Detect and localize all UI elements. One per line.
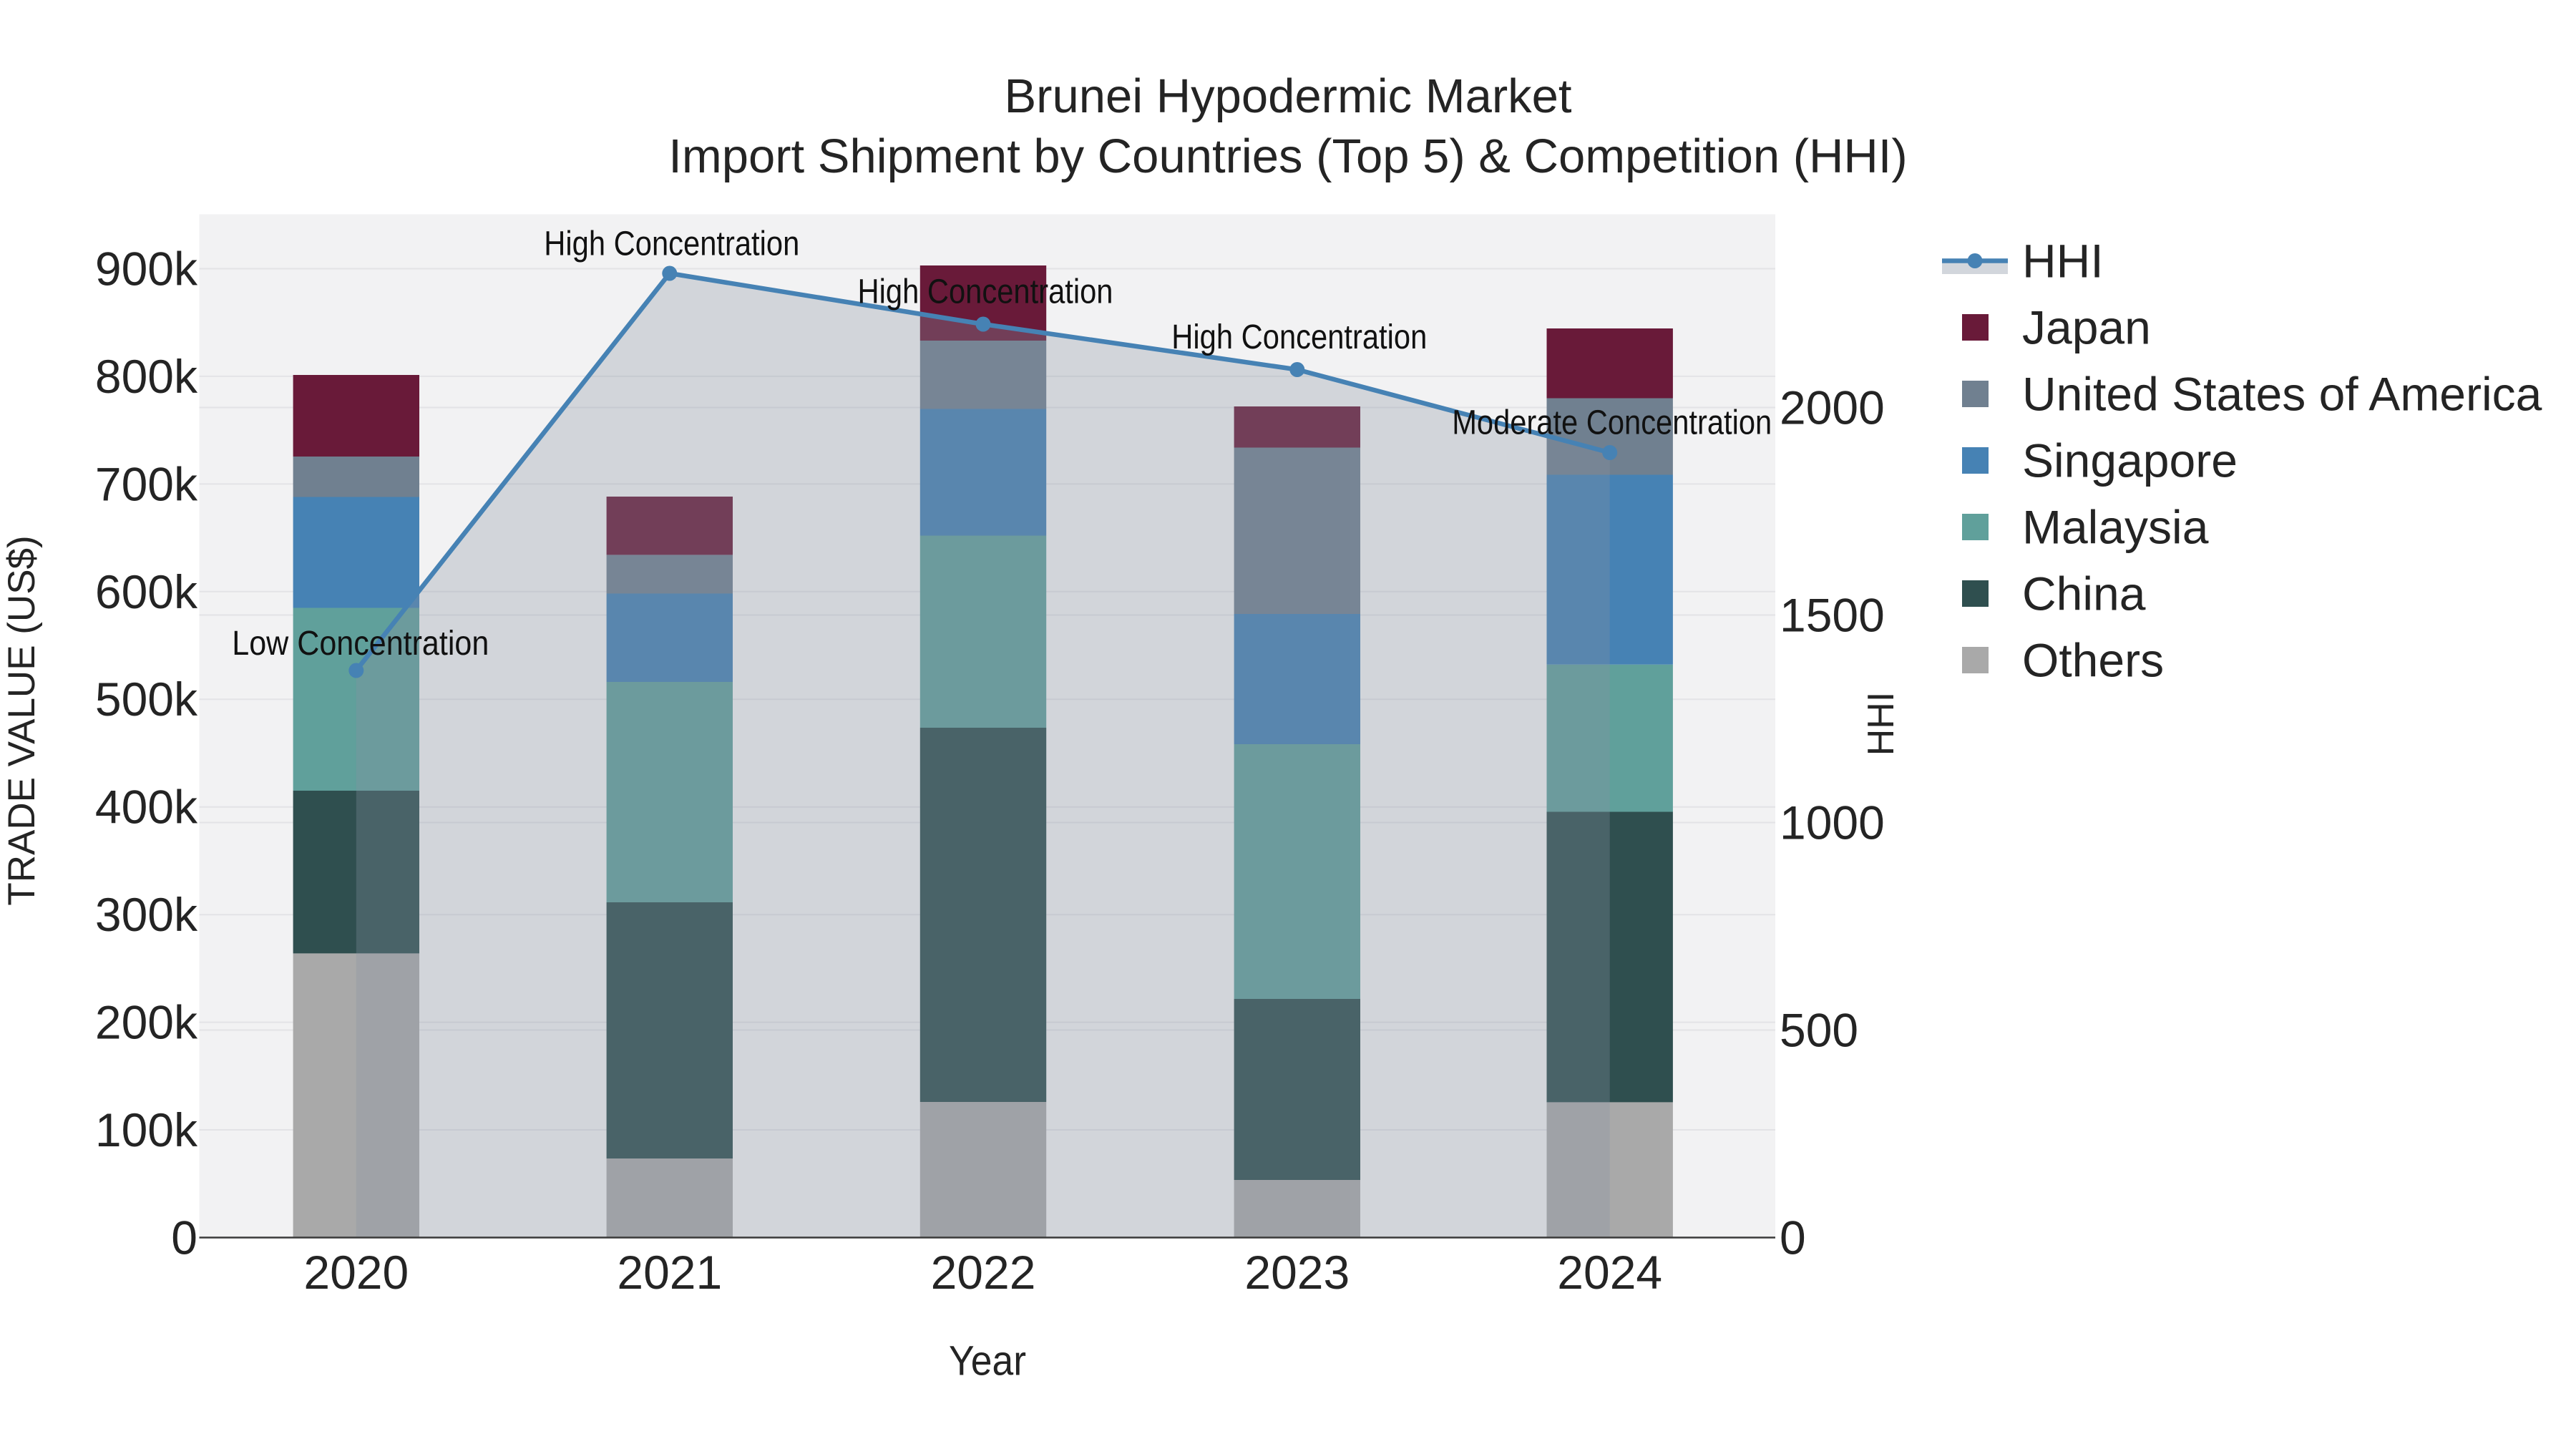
svg-text:2023: 2023 [1244,1246,1350,1299]
svg-text:High Concentration: High Concentration [1171,318,1427,356]
svg-text:1500: 1500 [1780,589,1885,642]
svg-text:0: 0 [1780,1211,1806,1264]
svg-text:2022: 2022 [931,1246,1036,1299]
svg-text:Japan: Japan [2022,301,2151,354]
svg-text:Low Concentration: Low Concentration [232,625,489,663]
svg-text:Others: Others [2022,634,2164,687]
svg-text:700k: 700k [95,457,198,510]
svg-text:Singapore: Singapore [2022,434,2238,487]
svg-text:Year: Year [949,1338,1026,1385]
svg-text:Malaysia: Malaysia [2022,501,2209,554]
svg-text:High Concentration: High Concentration [544,225,799,263]
svg-text:2020: 2020 [303,1246,409,1299]
svg-text:600k: 600k [95,565,198,618]
svg-text:300k: 300k [95,888,198,941]
svg-text:Brunei Hypodermic Market: Brunei Hypodermic Market [1004,69,1571,123]
svg-text:2021: 2021 [617,1246,722,1299]
svg-text:China: China [2022,567,2146,620]
svg-text:HHI: HHI [2022,235,2104,288]
svg-text:HHI: HHI [1860,692,1902,756]
svg-text:900k: 900k [95,243,198,296]
svg-text:1000: 1000 [1780,796,1885,849]
svg-text:200k: 200k [95,996,198,1049]
svg-text:500k: 500k [95,673,198,726]
svg-text:800k: 800k [95,350,198,403]
svg-text:400k: 400k [95,781,198,834]
svg-text:0: 0 [171,1211,197,1264]
svg-text:Import Shipment by Countries (: Import Shipment by Countries (Top 5) & C… [668,130,1907,183]
svg-text:100k: 100k [95,1103,198,1156]
svg-text:2000: 2000 [1780,381,1885,434]
svg-text:Moderate Concentration: Moderate Concentration [1452,404,1772,442]
svg-text:High Concentration: High Concentration [858,273,1113,311]
svg-text:United States of America: United States of America [2022,368,2542,421]
svg-text:2024: 2024 [1557,1246,1662,1299]
svg-text:500: 500 [1780,1004,1858,1057]
svg-text:TRADE VALUE (US$): TRADE VALUE (US$) [1,535,43,905]
